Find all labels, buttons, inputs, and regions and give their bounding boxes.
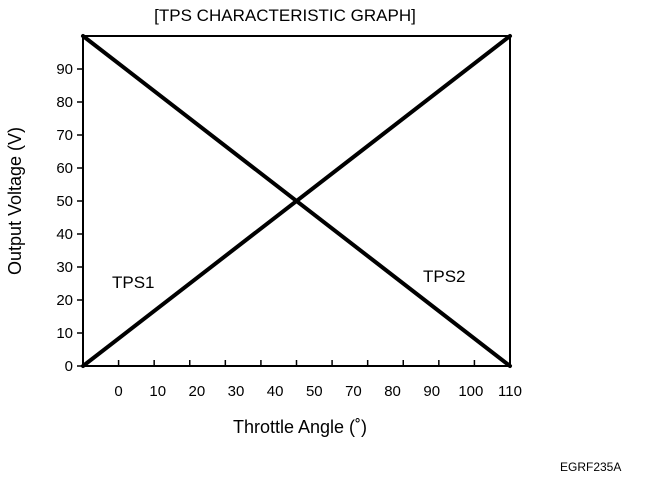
x-axis-label: Throttle Angle (˚) [233, 417, 367, 437]
y-tick-label: 60 [56, 160, 73, 177]
x-tick-label: 40 [267, 383, 284, 400]
x-tick-label: 10 [149, 383, 166, 400]
y-tick-label: 40 [56, 226, 73, 243]
x-tick-label: 110 [498, 383, 522, 400]
figure-code: EGRF235A [560, 460, 622, 474]
y-tick-label: 30 [56, 259, 73, 276]
y-tick-label: 80 [56, 94, 73, 111]
x-tick-label: 0 [114, 383, 122, 400]
series-label-tps1: TPS1 [112, 273, 155, 292]
series-lines [81, 34, 512, 368]
y-tick-label: 70 [56, 127, 73, 144]
x-axis-ticks: 0 10 20 30 40 50 70 80 90 100 110 [114, 360, 522, 400]
chart-title: [TPS CHARACTERISTIC GRAPH] [154, 6, 416, 25]
y-tick-label: 20 [56, 292, 73, 309]
x-tick-label: 90 [423, 383, 440, 400]
y-tick-label: 0 [65, 358, 73, 375]
x-tick-label: 50 [306, 383, 323, 400]
y-axis-ticks: 0 10 20 30 40 50 60 70 80 90 [56, 61, 83, 375]
x-tick-label: 20 [189, 383, 206, 400]
x-tick-label: 30 [228, 383, 245, 400]
series-label-tps2: TPS2 [423, 267, 466, 286]
x-tick-label: 80 [384, 383, 401, 400]
y-tick-label: 90 [56, 61, 73, 78]
x-tick-label: 100 [458, 383, 483, 400]
y-tick-label: 10 [56, 325, 73, 342]
series-line-tps2 [81, 34, 512, 368]
y-axis-label: Output Voltage (V) [5, 127, 25, 275]
y-tick-label: 50 [56, 193, 73, 210]
x-tick-label: 70 [345, 383, 362, 400]
